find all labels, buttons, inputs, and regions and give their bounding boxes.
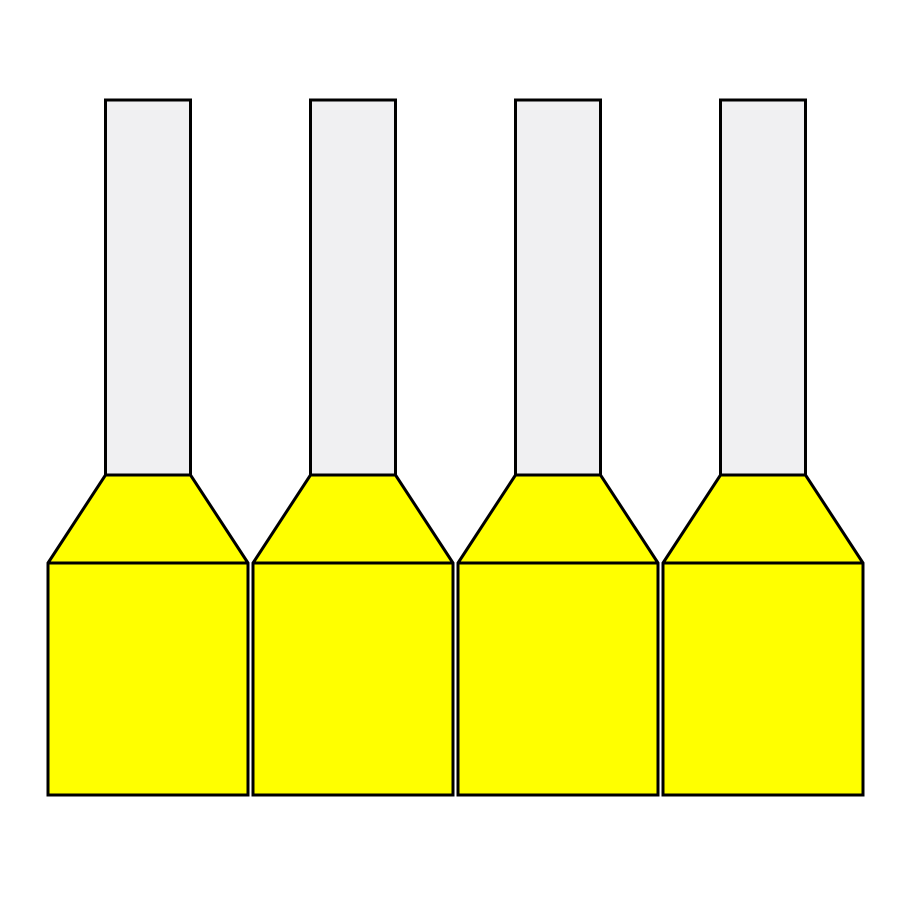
ferrule-stem <box>311 100 396 475</box>
ferrule-body <box>48 475 248 795</box>
ferrule-body <box>458 475 658 795</box>
ferrule-stem <box>516 100 601 475</box>
ferrule-body <box>253 475 453 795</box>
ferrule-body <box>663 475 863 795</box>
ferrule-diagram <box>0 0 900 900</box>
ferrule-stem <box>721 100 806 475</box>
ferrule-stem <box>106 100 191 475</box>
